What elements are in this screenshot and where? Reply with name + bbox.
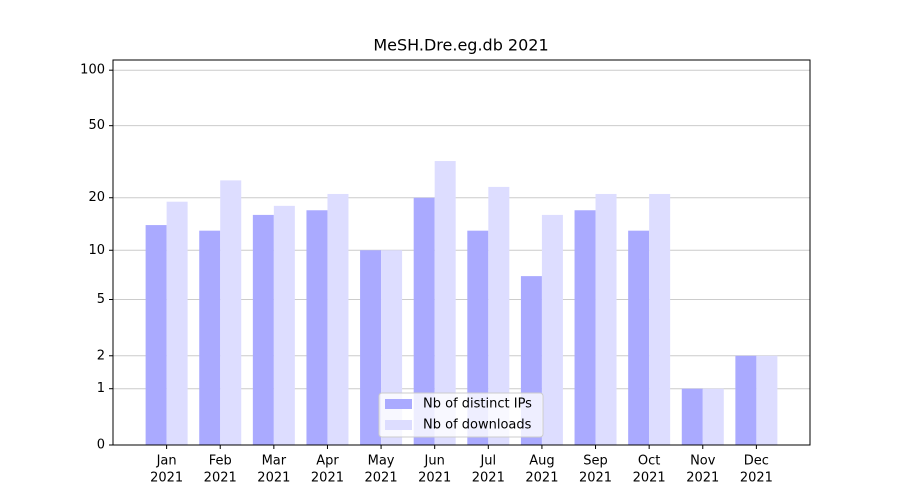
bar <box>413 197 435 445</box>
x-tick-label: 2021 <box>472 471 505 486</box>
bar <box>327 193 349 445</box>
bar <box>145 225 167 445</box>
x-tick-label: Feb <box>209 454 232 469</box>
legend-box <box>378 392 544 438</box>
x-tick-label: May <box>368 454 395 469</box>
bar <box>574 210 596 445</box>
y-tick-label: 0 <box>97 438 105 453</box>
y-tick-label: 100 <box>80 63 105 78</box>
x-tick-label: 2021 <box>257 471 290 486</box>
x-tick-label: Oct <box>638 454 660 469</box>
x-tick-label: Mar <box>262 454 287 469</box>
bar <box>199 230 221 445</box>
x-tick-label: 2021 <box>579 471 612 486</box>
x-tick-label: 2021 <box>633 471 666 486</box>
x-tick-label: 2021 <box>311 471 344 486</box>
legend-label: Nb of distinct IPs <box>423 397 532 412</box>
y-tick-label: 1 <box>97 381 105 396</box>
x-tick-label: 2021 <box>365 471 398 486</box>
bar <box>628 230 650 445</box>
bar <box>541 214 563 445</box>
bar <box>166 201 188 445</box>
x-tick-label: Jul <box>479 454 496 469</box>
x-tick-label: 2021 <box>204 471 237 486</box>
x-tick-label: Jun <box>424 454 445 469</box>
bar <box>488 186 510 445</box>
x-tick-label: Apr <box>316 454 339 469</box>
x-tick-label: Aug <box>529 454 554 469</box>
y-tick-label: 20 <box>88 190 105 205</box>
bar <box>306 210 328 445</box>
bar <box>681 388 703 445</box>
bar <box>756 355 778 445</box>
x-tick-label: 2021 <box>686 471 719 486</box>
y-tick-label: 10 <box>88 243 105 258</box>
x-tick-label: Sep <box>583 454 608 469</box>
bar <box>434 161 456 445</box>
bar <box>273 205 295 445</box>
bar <box>702 388 724 445</box>
bar <box>220 180 242 446</box>
x-tick-label: 2021 <box>740 471 773 486</box>
legend-swatch <box>385 399 412 409</box>
bar <box>360 250 382 445</box>
x-tick-label: Nov <box>690 454 716 469</box>
bar <box>649 193 671 445</box>
bar <box>735 355 757 445</box>
plot-frame <box>112 59 811 446</box>
x-tick-label: Dec <box>744 454 769 469</box>
bar <box>595 193 617 445</box>
x-tick-label: 2021 <box>418 471 451 486</box>
y-tick-label: 50 <box>88 118 105 133</box>
x-tick-label: Jan <box>156 454 177 469</box>
y-tick-label: 5 <box>97 292 105 307</box>
bar <box>252 214 274 445</box>
x-tick-label: 2021 <box>525 471 558 486</box>
x-tick-label: 2021 <box>150 471 183 486</box>
bar <box>467 230 489 445</box>
legend-swatch <box>385 420 412 430</box>
y-tick-label: 2 <box>97 348 105 363</box>
chart-title: MeSH.Dre.eg.db 2021 <box>373 36 548 55</box>
legend-label: Nb of downloads <box>423 418 532 433</box>
